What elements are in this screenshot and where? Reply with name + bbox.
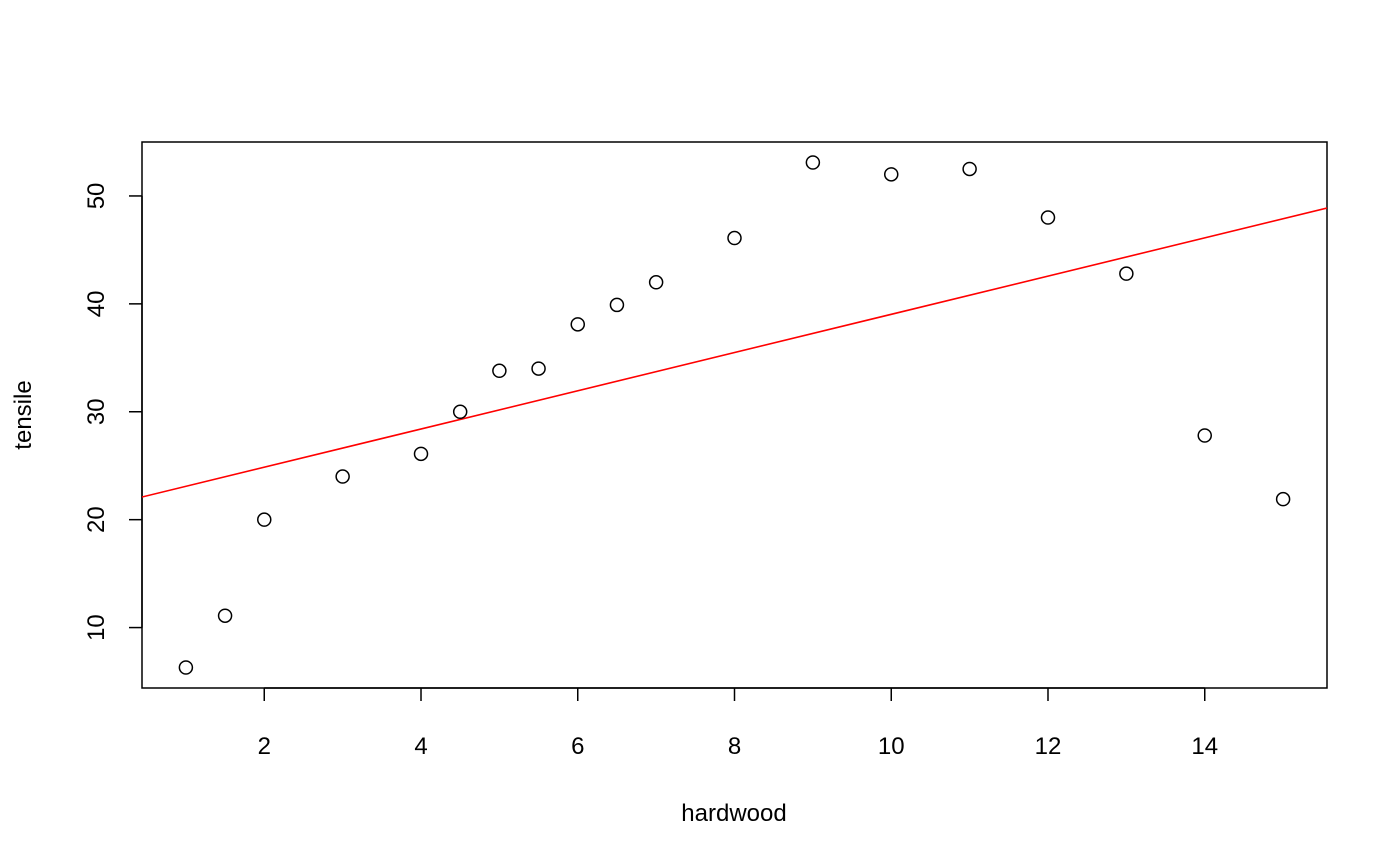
x-tick-label: 8 [728,733,741,760]
data-point [609,297,625,313]
y-tick-label: 10 [83,614,110,641]
y-tick-label: 40 [83,291,110,318]
x-tick-label: 12 [1035,733,1062,760]
x-tick-label: 14 [1191,733,1218,760]
data-point [257,512,272,527]
data-point [570,317,586,332]
data-point [1275,491,1291,507]
x-tick-label: 10 [878,733,905,760]
y-tick-label: 30 [83,398,110,425]
data-point [178,660,194,675]
data-point [648,275,664,290]
data-point [962,161,977,177]
data-point [217,608,233,623]
x-axis: 2 4 6 8 10 12 14 [258,687,1218,760]
data-point [531,361,546,376]
data-point [335,469,350,484]
y-tick-label: 50 [83,183,110,210]
y-tick-label: 20 [83,506,110,533]
data-point [413,446,429,462]
data-point [883,167,899,182]
data-points [178,155,1291,675]
data-point [1040,210,1056,225]
data-point [1119,266,1134,281]
data-point [492,363,507,379]
data-point [727,230,742,246]
data-point [452,404,468,420]
y-axis-title: tensile [10,380,37,449]
regression-line [142,207,1327,498]
regression-line-group [142,207,1327,498]
data-point [805,155,821,170]
x-tick-label: 4 [414,733,427,760]
y-axis: 10 20 30 40 50 [83,183,143,641]
x-tick-label: 2 [258,733,271,760]
x-tick-label: 6 [571,733,584,760]
plot-frame [141,141,1328,689]
x-axis-title: hardwood [681,800,786,827]
data-point [1197,428,1212,443]
